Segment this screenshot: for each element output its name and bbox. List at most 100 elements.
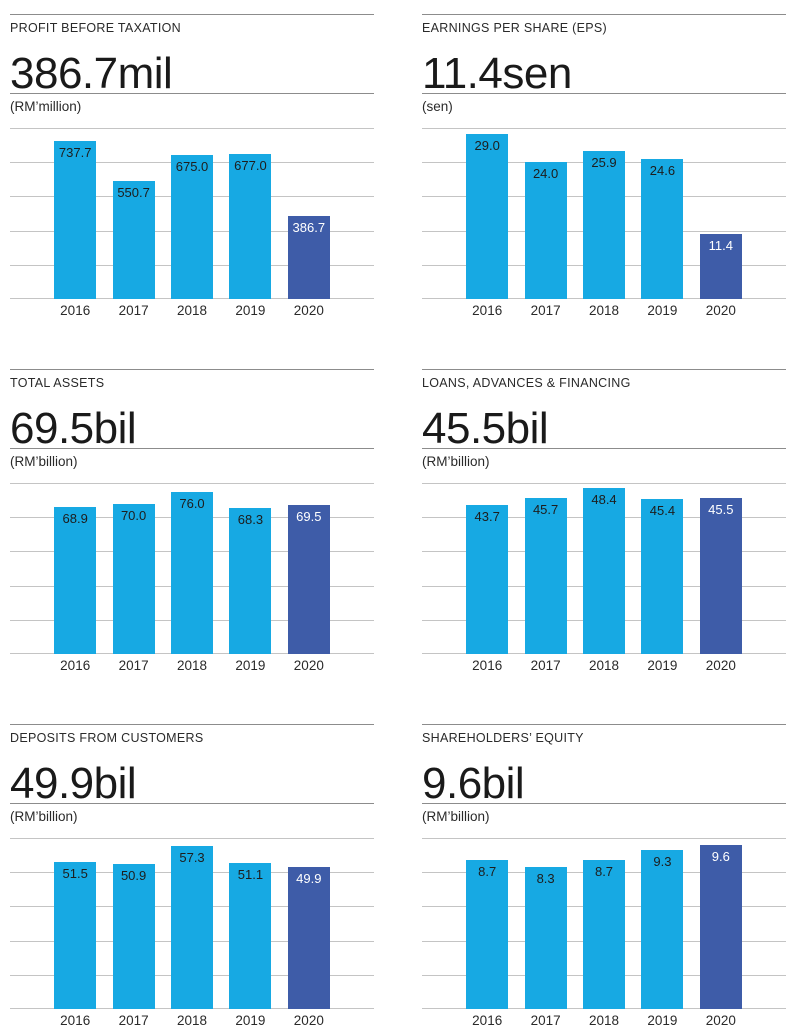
x-axis-labels: 2016 2017 2018 2019 2020 bbox=[46, 658, 338, 673]
plot-area: 737.7 550.7 675.0 677.0 386.7 2016 2017 … bbox=[10, 128, 374, 318]
bar-value-label: 737.7 bbox=[58, 145, 92, 161]
year-label: 2019 bbox=[647, 1013, 678, 1028]
bar-column: 11.4 bbox=[692, 128, 750, 299]
bar-column: 675.0 bbox=[163, 128, 221, 299]
year-label: 2016 bbox=[60, 1013, 91, 1028]
bar-value-label: 675.0 bbox=[175, 158, 209, 174]
bar-value-label: 45.4 bbox=[649, 502, 676, 518]
year-label: 2020 bbox=[705, 1013, 736, 1028]
bar-2018: 675.0 bbox=[171, 154, 214, 299]
x-axis-labels: 2016 2017 2018 2019 2020 bbox=[458, 303, 750, 318]
year-label: 2017 bbox=[530, 658, 561, 673]
year-label: 2016 bbox=[472, 1013, 503, 1028]
bar-value-label: 9.6 bbox=[711, 848, 730, 864]
bar-value-label: 76.0 bbox=[179, 495, 205, 511]
panel-total-assets: TOTAL ASSETS 69.5bil (RM’billion) 68.9 7… bbox=[10, 369, 374, 673]
year-label: 2020 bbox=[293, 1013, 324, 1028]
bar-value-label: 45.7 bbox=[532, 501, 559, 517]
bar-2018: 48.4 bbox=[583, 488, 626, 654]
bar-2020: 49.9 bbox=[287, 866, 330, 1009]
bar-2016: 51.5 bbox=[54, 862, 97, 1009]
bar-value-label: 8.7 bbox=[478, 864, 497, 880]
year-label: 2019 bbox=[235, 303, 266, 318]
bar-2016: 29.0 bbox=[466, 133, 509, 299]
gridline bbox=[422, 838, 786, 839]
panel-profit-before-taxation: PROFIT BEFORE TAXATION 386.7mil (RM’mill… bbox=[10, 14, 374, 318]
bar-2017: 45.7 bbox=[524, 497, 567, 654]
panel-title: PROFIT BEFORE TAXATION bbox=[10, 21, 181, 35]
bar-column: 9.3 bbox=[633, 838, 691, 1009]
bar-column: 68.9 bbox=[46, 483, 104, 654]
bar-value-label: 9.3 bbox=[653, 853, 672, 869]
plot-area: 43.7 45.7 48.4 45.4 45.5 2016 2017 2018 … bbox=[422, 483, 786, 673]
bar-2017: 8.3 bbox=[524, 867, 567, 1009]
bars: 51.5 50.9 57.3 51.1 49.9 bbox=[46, 838, 338, 1009]
bar-value-label: 29.0 bbox=[474, 137, 500, 153]
year-label: 2017 bbox=[530, 1013, 561, 1028]
bars: 737.7 550.7 675.0 677.0 386.7 bbox=[46, 128, 338, 299]
bar-2020: 9.6 bbox=[699, 844, 742, 1009]
bar-column: 9.6 bbox=[692, 838, 750, 1009]
bar-2017: 50.9 bbox=[112, 863, 155, 1009]
unit-label: (RM’million) bbox=[10, 99, 82, 114]
unit-label: (RM’billion) bbox=[10, 809, 78, 824]
headline-underline bbox=[422, 93, 786, 94]
bar-2017: 70.0 bbox=[112, 504, 155, 654]
bar-column: 49.9 bbox=[280, 838, 338, 1009]
unit-label: (RM’billion) bbox=[10, 454, 78, 469]
gridline bbox=[10, 838, 374, 839]
panel-title: DEPOSITS FROM CUSTOMERS bbox=[10, 731, 204, 745]
bar-2019: 68.3 bbox=[229, 508, 272, 654]
headline-underline bbox=[10, 448, 374, 449]
bar-2016: 737.7 bbox=[54, 141, 97, 299]
bar-value-label: 57.3 bbox=[179, 849, 205, 865]
plot-area: 68.9 70.0 76.0 68.3 69.5 2016 2017 2018 … bbox=[10, 483, 374, 673]
year-label: 2017 bbox=[118, 658, 149, 673]
year-label: 2017 bbox=[118, 303, 149, 318]
bar-2019: 677.0 bbox=[229, 154, 272, 299]
bar-column: 50.9 bbox=[104, 838, 162, 1009]
bar-2018: 57.3 bbox=[171, 845, 214, 1009]
year-label: 2018 bbox=[176, 1013, 208, 1028]
bar-2016: 8.7 bbox=[466, 860, 509, 1009]
bar-column: 70.0 bbox=[104, 483, 162, 654]
bar-2017: 550.7 bbox=[112, 181, 155, 299]
bar-column: 8.7 bbox=[458, 838, 516, 1009]
bar-value-label: 25.9 bbox=[591, 155, 617, 171]
bar-column: 24.6 bbox=[633, 128, 691, 299]
year-label: 2018 bbox=[588, 303, 620, 318]
panel-title: SHAREHOLDERS’ EQUITY bbox=[422, 731, 584, 745]
bar-value-label: 550.7 bbox=[117, 185, 150, 201]
plot-area: 8.7 8.3 8.7 9.3 9.6 2016 2017 2018 2019 … bbox=[422, 838, 786, 1028]
bar-value-label: 51.5 bbox=[62, 866, 88, 882]
bar-value-label: 69.5 bbox=[296, 509, 322, 525]
bar-chart: 8.7 8.3 8.7 9.3 9.6 2016 2017 2018 2019 … bbox=[422, 838, 786, 1028]
year-label: 2020 bbox=[705, 303, 736, 318]
bar-2020: 11.4 bbox=[699, 234, 742, 299]
bar-2020: 45.5 bbox=[699, 498, 742, 654]
bar-value-label: 45.5 bbox=[708, 502, 734, 518]
year-label: 2016 bbox=[472, 658, 503, 673]
bar-value-label: 8.3 bbox=[536, 871, 555, 887]
bar-column: 737.7 bbox=[46, 128, 104, 299]
bars: 29.0 24.0 25.9 24.6 11.4 bbox=[458, 128, 750, 299]
x-axis-labels: 2016 2017 2018 2019 2020 bbox=[458, 658, 750, 673]
year-label: 2018 bbox=[588, 1013, 620, 1028]
headline-value: 386.7mil bbox=[10, 49, 173, 98]
year-label: 2016 bbox=[60, 303, 91, 318]
bar-value-label: 11.4 bbox=[708, 238, 733, 254]
bar-chart: 737.7 550.7 675.0 677.0 386.7 2016 2017 … bbox=[10, 128, 374, 318]
bar-column: 8.3 bbox=[516, 838, 574, 1009]
year-label: 2016 bbox=[472, 303, 503, 318]
x-axis-labels: 2016 2017 2018 2019 2020 bbox=[458, 1013, 750, 1028]
year-label: 2019 bbox=[235, 658, 266, 673]
bar-2020: 69.5 bbox=[287, 505, 330, 654]
bar-column: 51.1 bbox=[221, 838, 279, 1009]
bar-chart: 43.7 45.7 48.4 45.4 45.5 2016 2017 2018 … bbox=[422, 483, 786, 673]
bar-column: 29.0 bbox=[458, 128, 516, 299]
year-label: 2018 bbox=[176, 303, 208, 318]
gridline bbox=[10, 128, 374, 129]
headline-value: 49.9bil bbox=[10, 759, 137, 808]
bar-column: 51.5 bbox=[46, 838, 104, 1009]
